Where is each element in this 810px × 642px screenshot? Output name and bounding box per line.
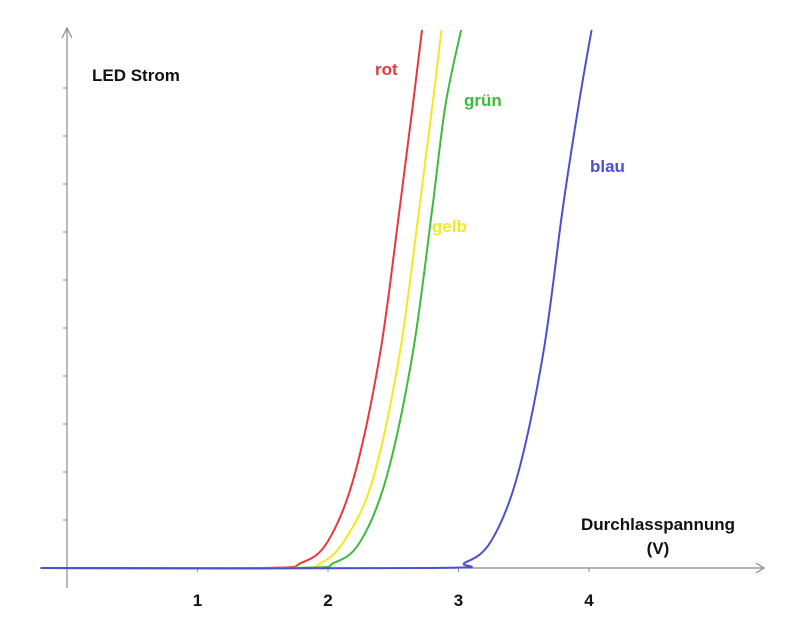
series-label-blau: blau [590, 157, 625, 176]
x-axis-arrow [755, 562, 766, 574]
series-line-rot [40, 29, 423, 570]
series-line-gelb [40, 29, 443, 570]
series-label-gelb: gelb [432, 217, 467, 236]
y-ticks [63, 87, 67, 521]
series-line-gruen [40, 29, 463, 570]
x-axis-label: Durchlasspannung [581, 515, 735, 534]
y-axis-label: LED Strom [92, 66, 180, 85]
series-label-rot: rot [375, 60, 398, 79]
series-curves [40, 29, 593, 570]
series-line-blau [40, 29, 593, 570]
y-axis-arrow [61, 26, 73, 39]
x-axis-unit-label: (V) [647, 539, 670, 558]
x-ticks: 1 2 3 4 [193, 568, 594, 610]
x-tick-label: 4 [584, 591, 594, 610]
series-label-gruen: grün [464, 91, 502, 110]
x-tick-label: 1 [193, 591, 202, 610]
x-tick-label: 3 [454, 591, 463, 610]
x-tick-label: 2 [323, 591, 332, 610]
